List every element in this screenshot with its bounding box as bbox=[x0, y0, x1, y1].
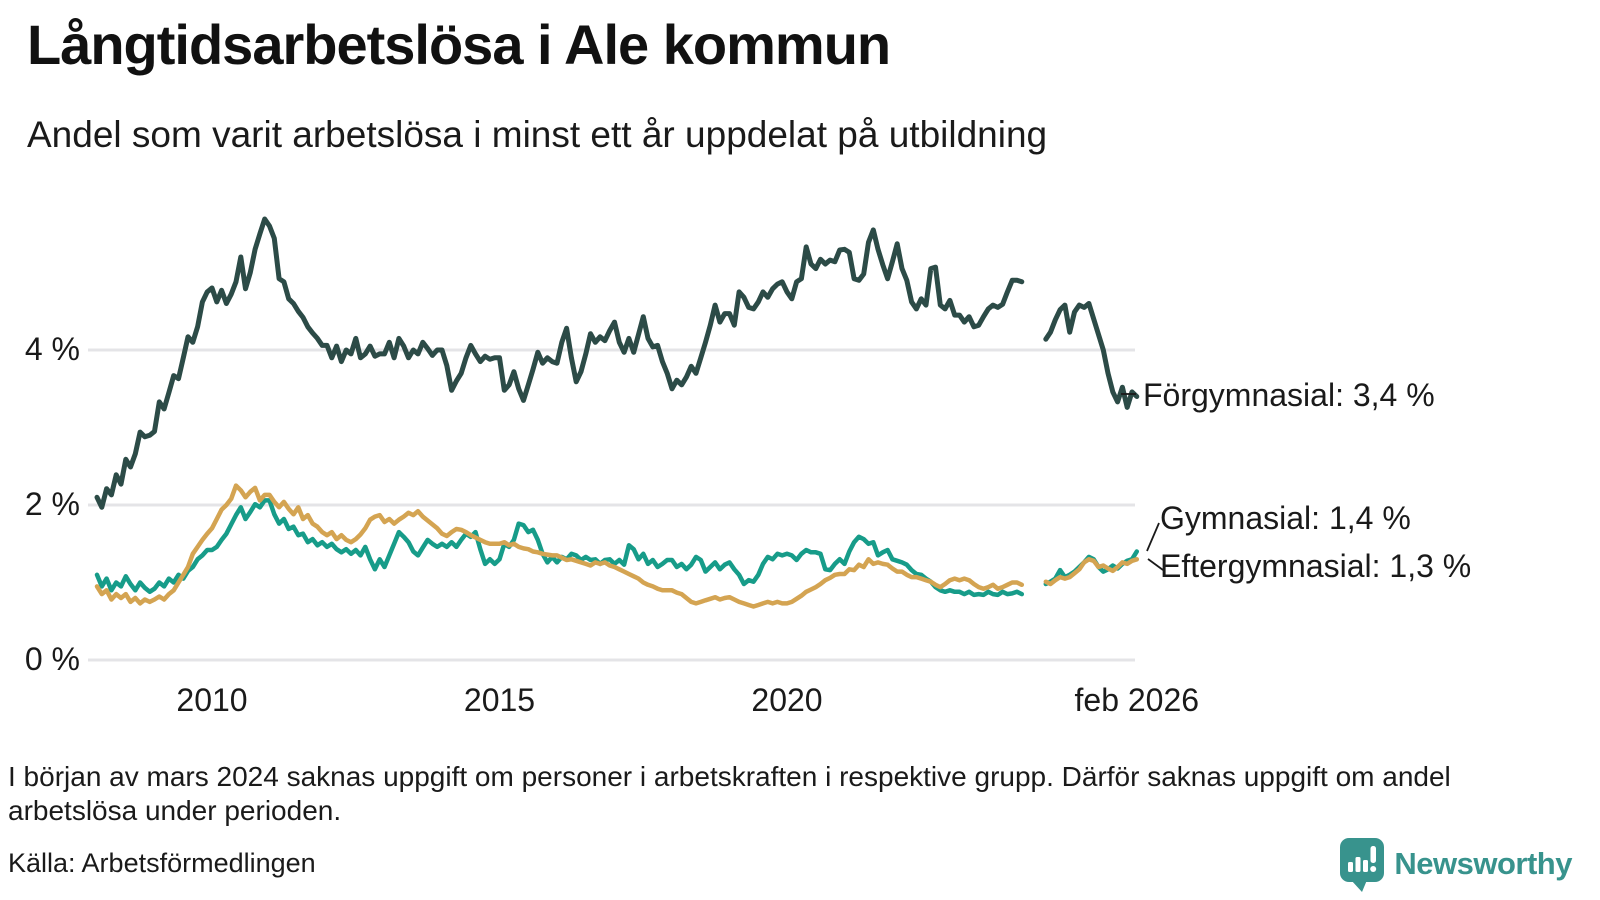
logo-bar-3 bbox=[1363, 860, 1369, 872]
chart-subtitle: Andel som varit arbetslösa i minst ett å… bbox=[27, 114, 1048, 155]
series-label-gymnasial: Gymnasial: 1,4 % bbox=[1160, 500, 1411, 536]
logo-text: Newsworthy bbox=[1394, 846, 1572, 881]
series-line-förgymnasial bbox=[1043, 301, 1140, 410]
source-text: Källa: Arbetsförmedlingen bbox=[8, 848, 316, 878]
logo-exclamation-bar bbox=[1370, 846, 1377, 863]
label-connector-line bbox=[1146, 522, 1160, 552]
logo-bubble-shape bbox=[1340, 838, 1385, 882]
footnote-text: I början av mars 2024 saknas uppgift om … bbox=[8, 761, 1451, 826]
series-label-eftergymnasial: Eftergymnasial: 1,3 % bbox=[1160, 548, 1472, 584]
logo-bar-1 bbox=[1348, 862, 1354, 872]
series-line-eftergymnasial bbox=[1043, 557, 1140, 587]
page-title: Långtidsarbetslösa i Ale kommun bbox=[27, 13, 891, 76]
series-label-forgymnasial: Förgymnasial: 3,4 % bbox=[1143, 377, 1435, 413]
newsworthy-branding: Newsworthy bbox=[1339, 836, 1572, 892]
series-line-eftergymnasial bbox=[94, 483, 1025, 609]
logo-bubble-tail bbox=[1351, 880, 1368, 892]
logo-exclamation-dot bbox=[1370, 866, 1377, 872]
series-line-gymnasial bbox=[94, 498, 1025, 598]
label-connector-line bbox=[1147, 558, 1164, 571]
series-line-förgymnasial bbox=[94, 216, 1025, 510]
newsworthy-logo-icon bbox=[1340, 838, 1385, 892]
logo-bar-2 bbox=[1355, 857, 1361, 872]
